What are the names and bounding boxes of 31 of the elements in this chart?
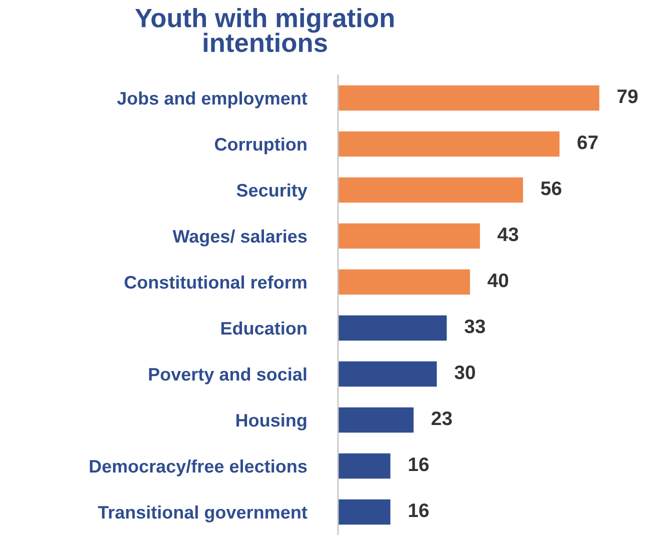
bar	[338, 222, 482, 250]
y-tick-label: Jobs and employment	[117, 91, 308, 108]
data-label: 56	[540, 181, 562, 196]
bar	[338, 360, 438, 388]
y-tick-label: Constitutional reform	[124, 275, 306, 289]
data-label: 33	[464, 319, 486, 334]
data-label: 30	[454, 365, 475, 380]
bar	[338, 130, 561, 158]
bar	[338, 406, 415, 434]
y-tick-label: Democracy/free elections	[90, 459, 307, 476]
y-tick-label: Poverty and social	[149, 367, 306, 384]
y-tick-label: Housing	[236, 413, 306, 430]
data-label: 67	[578, 135, 598, 150]
bar	[338, 498, 392, 526]
y-tick-label: Transitional government	[98, 505, 308, 522]
data-label: 16	[408, 457, 429, 472]
bar	[338, 314, 448, 342]
data-label: 79	[618, 89, 638, 104]
data-label: 16	[408, 503, 429, 518]
y-tick-label: Wages/ salaries	[172, 229, 307, 246]
data-label: 43	[498, 227, 518, 242]
y-tick-label: Corruption	[214, 137, 306, 154]
bar	[338, 452, 392, 480]
data-label: 40	[488, 273, 508, 288]
y-tick-label: Education	[221, 321, 306, 335]
bar	[338, 84, 601, 112]
chart-title: Youth with migration intentions	[135, 8, 394, 52]
bar	[338, 176, 524, 204]
y-tick-label: Security	[236, 183, 308, 200]
data-label: 23	[432, 411, 452, 426]
bar	[338, 268, 472, 296]
